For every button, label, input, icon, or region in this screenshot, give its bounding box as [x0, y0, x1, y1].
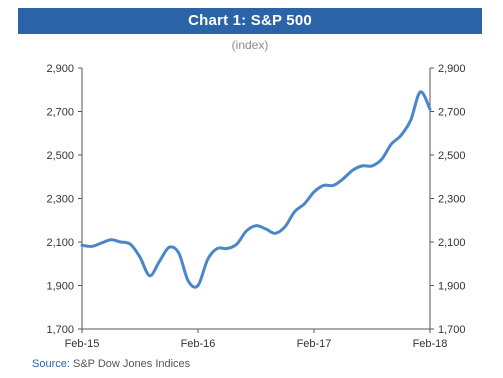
y-tick-label-left: 2,300 — [46, 194, 74, 206]
y-tick-label-right: 2,500 — [438, 150, 466, 162]
sp500-series-line — [80, 90, 432, 289]
source-text: S&P Dow Jones Indices — [72, 358, 191, 370]
source-note: Source: S&P Dow Jones Indices — [32, 358, 190, 370]
x-tick-label: Feb-18 — [413, 338, 448, 350]
x-tick-label: Feb-15 — [65, 338, 100, 350]
y-tick-label-left: 2,900 — [46, 63, 74, 75]
y-tick-label-left: 1,900 — [46, 281, 74, 293]
chart-title: Chart 1: S&P 500 — [18, 8, 482, 34]
chart-subtitle: (index) — [231, 38, 269, 52]
chart-axes — [81, 68, 431, 330]
chart-series — [80, 90, 432, 289]
x-tick-label: Feb-17 — [297, 338, 332, 350]
y-tick-label-right: 1,700 — [438, 324, 466, 336]
y-tick-label-left: 2,100 — [46, 237, 74, 249]
y-tick-label-right: 2,100 — [438, 237, 466, 249]
y-tick-label-right: 2,900 — [438, 63, 466, 75]
source-label: Source: — [32, 358, 70, 370]
y-tick-label-right: 2,700 — [438, 107, 466, 119]
y-tick-label-left: 1,700 — [46, 324, 74, 336]
x-tick-label: Feb-16 — [181, 338, 216, 350]
y-tick-label-left: 2,700 — [46, 107, 74, 119]
y-tick-label-left: 2,500 — [46, 150, 74, 162]
chart-ticks: 2,900 2,700 2,500 2,300 2,100 1,900 1,700 2,900… — [46, 63, 465, 350]
y-tick-label-right: 2,300 — [438, 194, 466, 206]
y-tick-label-right: 1,900 — [438, 281, 466, 293]
